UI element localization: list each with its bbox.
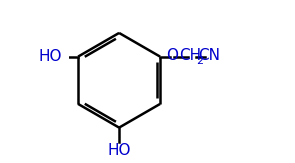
Text: CN: CN <box>198 48 220 63</box>
Text: CH: CH <box>179 48 201 63</box>
Text: O: O <box>166 48 178 63</box>
Text: HO: HO <box>107 143 131 158</box>
Text: 2: 2 <box>196 56 203 66</box>
Text: HO: HO <box>39 49 62 64</box>
